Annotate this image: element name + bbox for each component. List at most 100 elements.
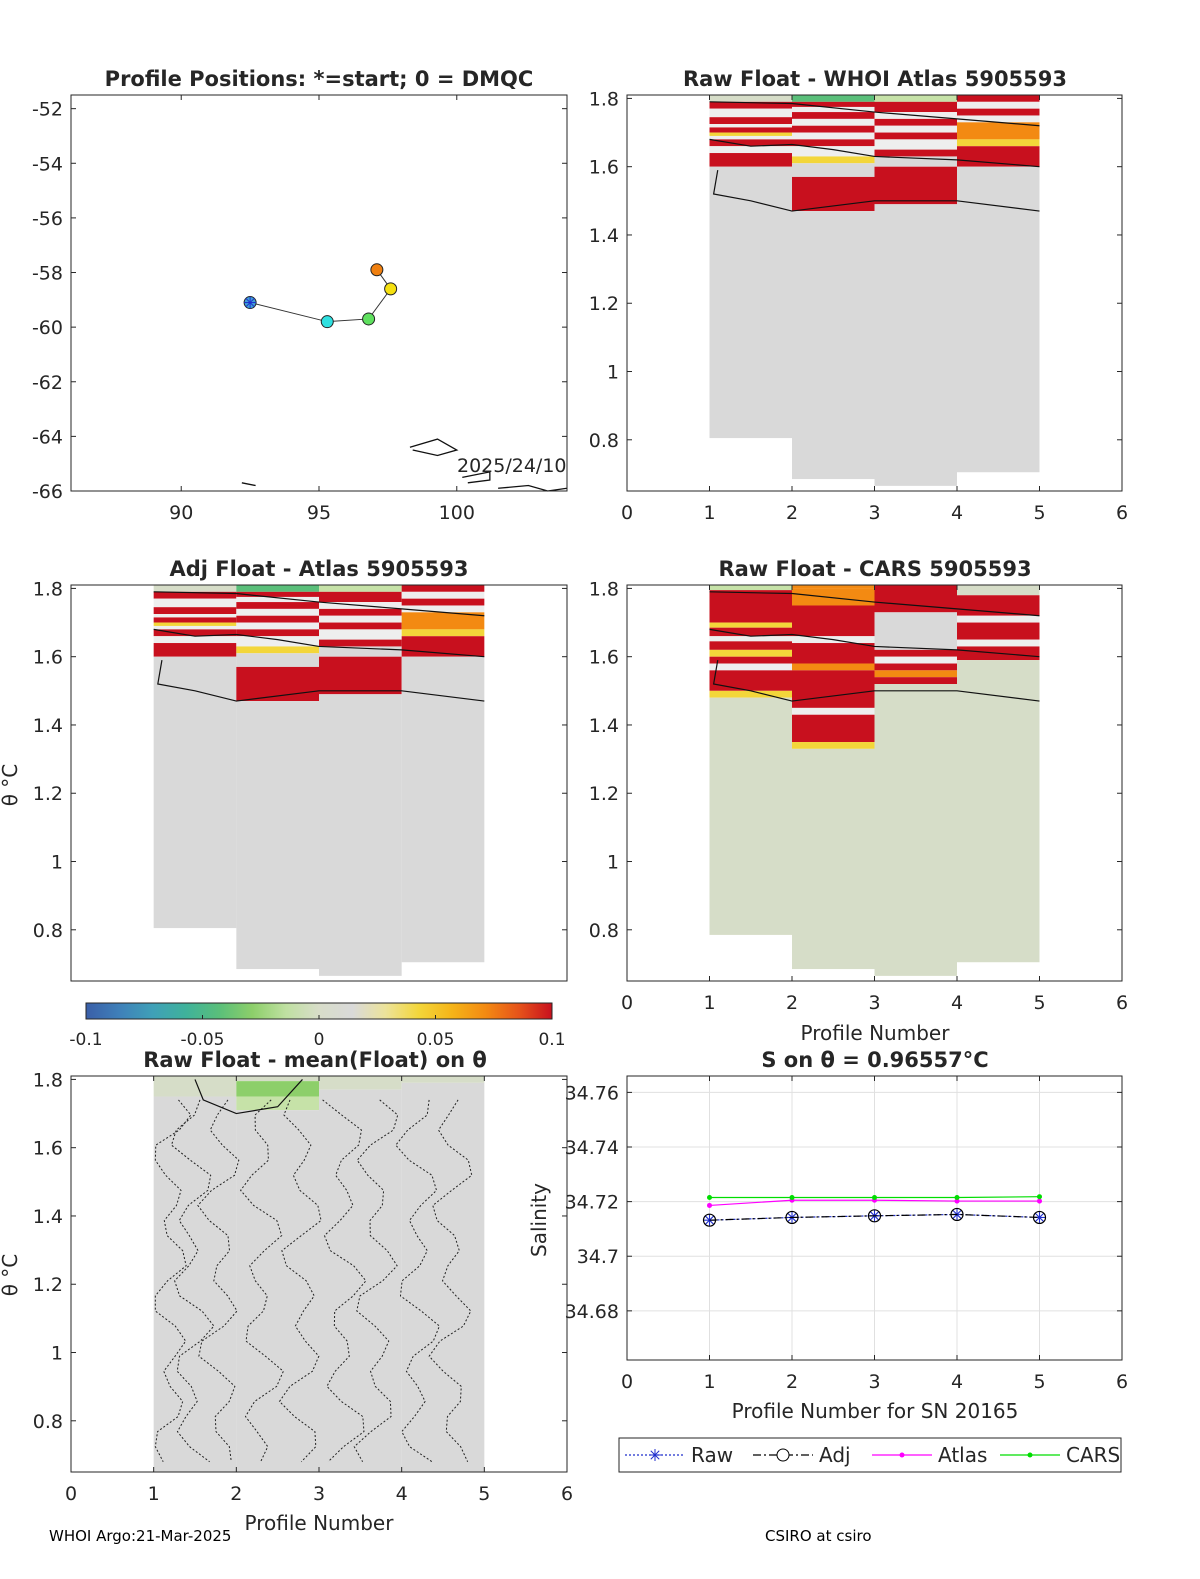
heatmap-cell (236, 591, 319, 597)
y-tick-label: -52 (32, 99, 63, 121)
x-tick-label: 4 (951, 992, 963, 1014)
x-tick-label: 3 (868, 992, 880, 1014)
y-tick-label: 0.8 (589, 430, 619, 452)
colorbar-tick-label: 0.05 (417, 1030, 455, 1050)
heatmap-cell (874, 139, 957, 150)
profile-position-marker (384, 282, 398, 296)
colorbar-tick-label: -0.1 (69, 1030, 102, 1050)
heatmap-cell (236, 1081, 319, 1097)
raw-mean-ylabel: θ °C (0, 1254, 22, 1297)
heatmap-cell (874, 156, 957, 167)
start-star-mark (245, 297, 255, 308)
y-tick-label: 1 (51, 852, 63, 874)
heatmap-cell (792, 605, 875, 637)
heatmap-cell (957, 660, 1040, 963)
x-tick-label: 3 (313, 1483, 325, 1505)
y-tick-label: 1.6 (33, 1138, 63, 1160)
contour-line (712, 170, 1040, 212)
heatmap-cell (401, 656, 485, 963)
heatmap-cell (153, 622, 237, 626)
heatmap-cell (957, 639, 1040, 647)
contour-line (712, 660, 1040, 702)
heatmap-cell (319, 656, 402, 695)
data-point-cars (789, 1195, 795, 1201)
y-tick-label: 1 (51, 1343, 63, 1365)
heatmap-cell (236, 701, 319, 970)
heatmap-cell (153, 643, 237, 657)
heatmap-cell (401, 591, 485, 599)
contour-line (278, 1099, 322, 1463)
contour-line (428, 1099, 473, 1462)
heatmap-cell (957, 615, 1040, 623)
data-point-adj (702, 1213, 717, 1227)
heatmap-cell (709, 139, 792, 147)
y-tick-label: 1.4 (589, 715, 619, 737)
heatmap-cell (236, 629, 319, 637)
y-tick-label: 1.2 (589, 783, 619, 805)
heatmap-cell (236, 646, 319, 654)
heatmap-cell (792, 714, 875, 743)
heatmap-cell (874, 204, 957, 486)
x-tick-label: 3 (868, 1371, 880, 1393)
profile-positions-panel: Profile Positions: *=start; 0 = DMQC 90 9… (32, 67, 568, 524)
heatmap-cell (319, 591, 402, 603)
data-point-adj (867, 1209, 882, 1223)
x-tick-label: 6 (1116, 502, 1128, 524)
y-tick-label: 1.8 (33, 578, 63, 600)
heatmap-cell (153, 614, 237, 618)
heatmap-cell (401, 629, 485, 637)
x-tick-label: 100 (439, 502, 475, 524)
heatmap-cell (709, 132, 792, 136)
heatmap-cell (319, 646, 402, 657)
heatmap-cell (957, 115, 1040, 123)
profile-position-marker (370, 263, 384, 277)
heatmap-cell (153, 656, 237, 929)
data-point-cars (707, 1195, 712, 1201)
heatmap-cell (792, 670, 875, 708)
heatmap-cell (957, 101, 1040, 109)
legend-marker-atlas (899, 1452, 905, 1458)
heatmap-cell (236, 1110, 319, 1472)
heatmap-cell (709, 101, 792, 109)
contour-line (170, 1099, 215, 1463)
x-tick-label: 95 (307, 502, 331, 524)
y-tick-label: -60 (32, 317, 63, 339)
x-tick-label: 2 (786, 502, 798, 524)
heatmap-cell (792, 742, 875, 749)
heatmap-cell (874, 118, 957, 126)
x-tick-label: 1 (703, 1371, 715, 1393)
heatmap-cell (957, 166, 1040, 473)
y-tick-label: -56 (32, 208, 63, 230)
x-tick-label: 4 (396, 1483, 408, 1505)
y-tick-label: 1.4 (33, 1206, 63, 1228)
heatmap-cell (709, 108, 792, 118)
x-tick-label: 90 (169, 502, 193, 524)
heatmap-cell (709, 135, 792, 140)
axes-box (70, 94, 568, 492)
heatmap-cell (957, 122, 1040, 140)
raw-mean-panel: Raw Float - mean(Float) on θ 0 1 2 3 4 5 6 1.8 1… (0, 1048, 573, 1535)
heatmap-cell (153, 607, 237, 615)
contour-line (395, 1099, 441, 1463)
heatmap-cell (319, 608, 402, 616)
heatmap-cell (319, 615, 402, 623)
heatmap-cell (709, 166, 792, 439)
legend-label-cars: CARS (1066, 1443, 1120, 1467)
legend-marker-adj (776, 1448, 790, 1462)
x-tick-label: 5 (1033, 1371, 1045, 1393)
heatmap-cell (709, 585, 792, 591)
heatmap-cell (153, 625, 237, 630)
x-tick-label: 5 (478, 1483, 490, 1505)
raw-cars-xlabel: Profile Number (801, 1021, 951, 1045)
y-tick-label: 1 (607, 852, 619, 874)
legend-label-atlas: Atlas (938, 1443, 987, 1467)
heatmap-cell (874, 101, 957, 113)
heatmap-cell (709, 641, 792, 650)
heatmap-cell (401, 585, 485, 592)
legend-label-raw: Raw (691, 1443, 733, 1467)
raw-whoi-heatmap: 0 1 2 3 4 5 6 1.8 1.6 1.4 1.2 1 0.8 (589, 88, 1128, 524)
heatmap-cell (874, 663, 957, 671)
y-tick-label: 0.8 (33, 920, 63, 942)
heatmap-cell (709, 656, 792, 664)
